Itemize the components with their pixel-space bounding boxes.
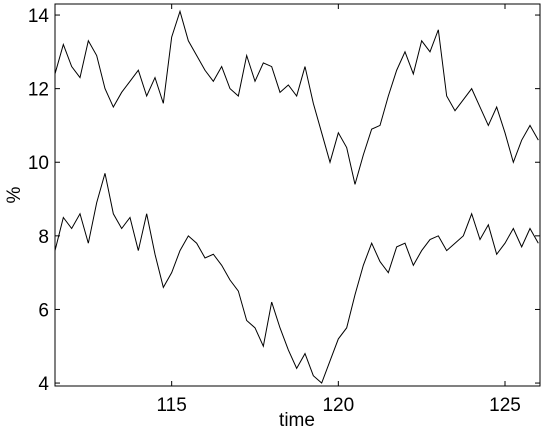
y-axis-label: % <box>4 186 25 203</box>
line-series <box>54 173 539 384</box>
x-tick-label: 125 <box>489 395 521 416</box>
y-tick-label: 10 <box>28 153 49 174</box>
y-tick-label: 12 <box>28 80 49 101</box>
x-tick-label: 120 <box>322 395 354 416</box>
line-series <box>54 9 539 185</box>
y-tick-label: 8 <box>38 227 49 248</box>
x-axis-label: time <box>279 410 315 431</box>
y-tick-label: 14 <box>28 6 50 27</box>
plot-frame <box>54 3 541 387</box>
y-tick-label: 6 <box>38 300 49 321</box>
y-tick-label: 4 <box>38 374 49 395</box>
x-tick-label: 115 <box>157 395 187 416</box>
